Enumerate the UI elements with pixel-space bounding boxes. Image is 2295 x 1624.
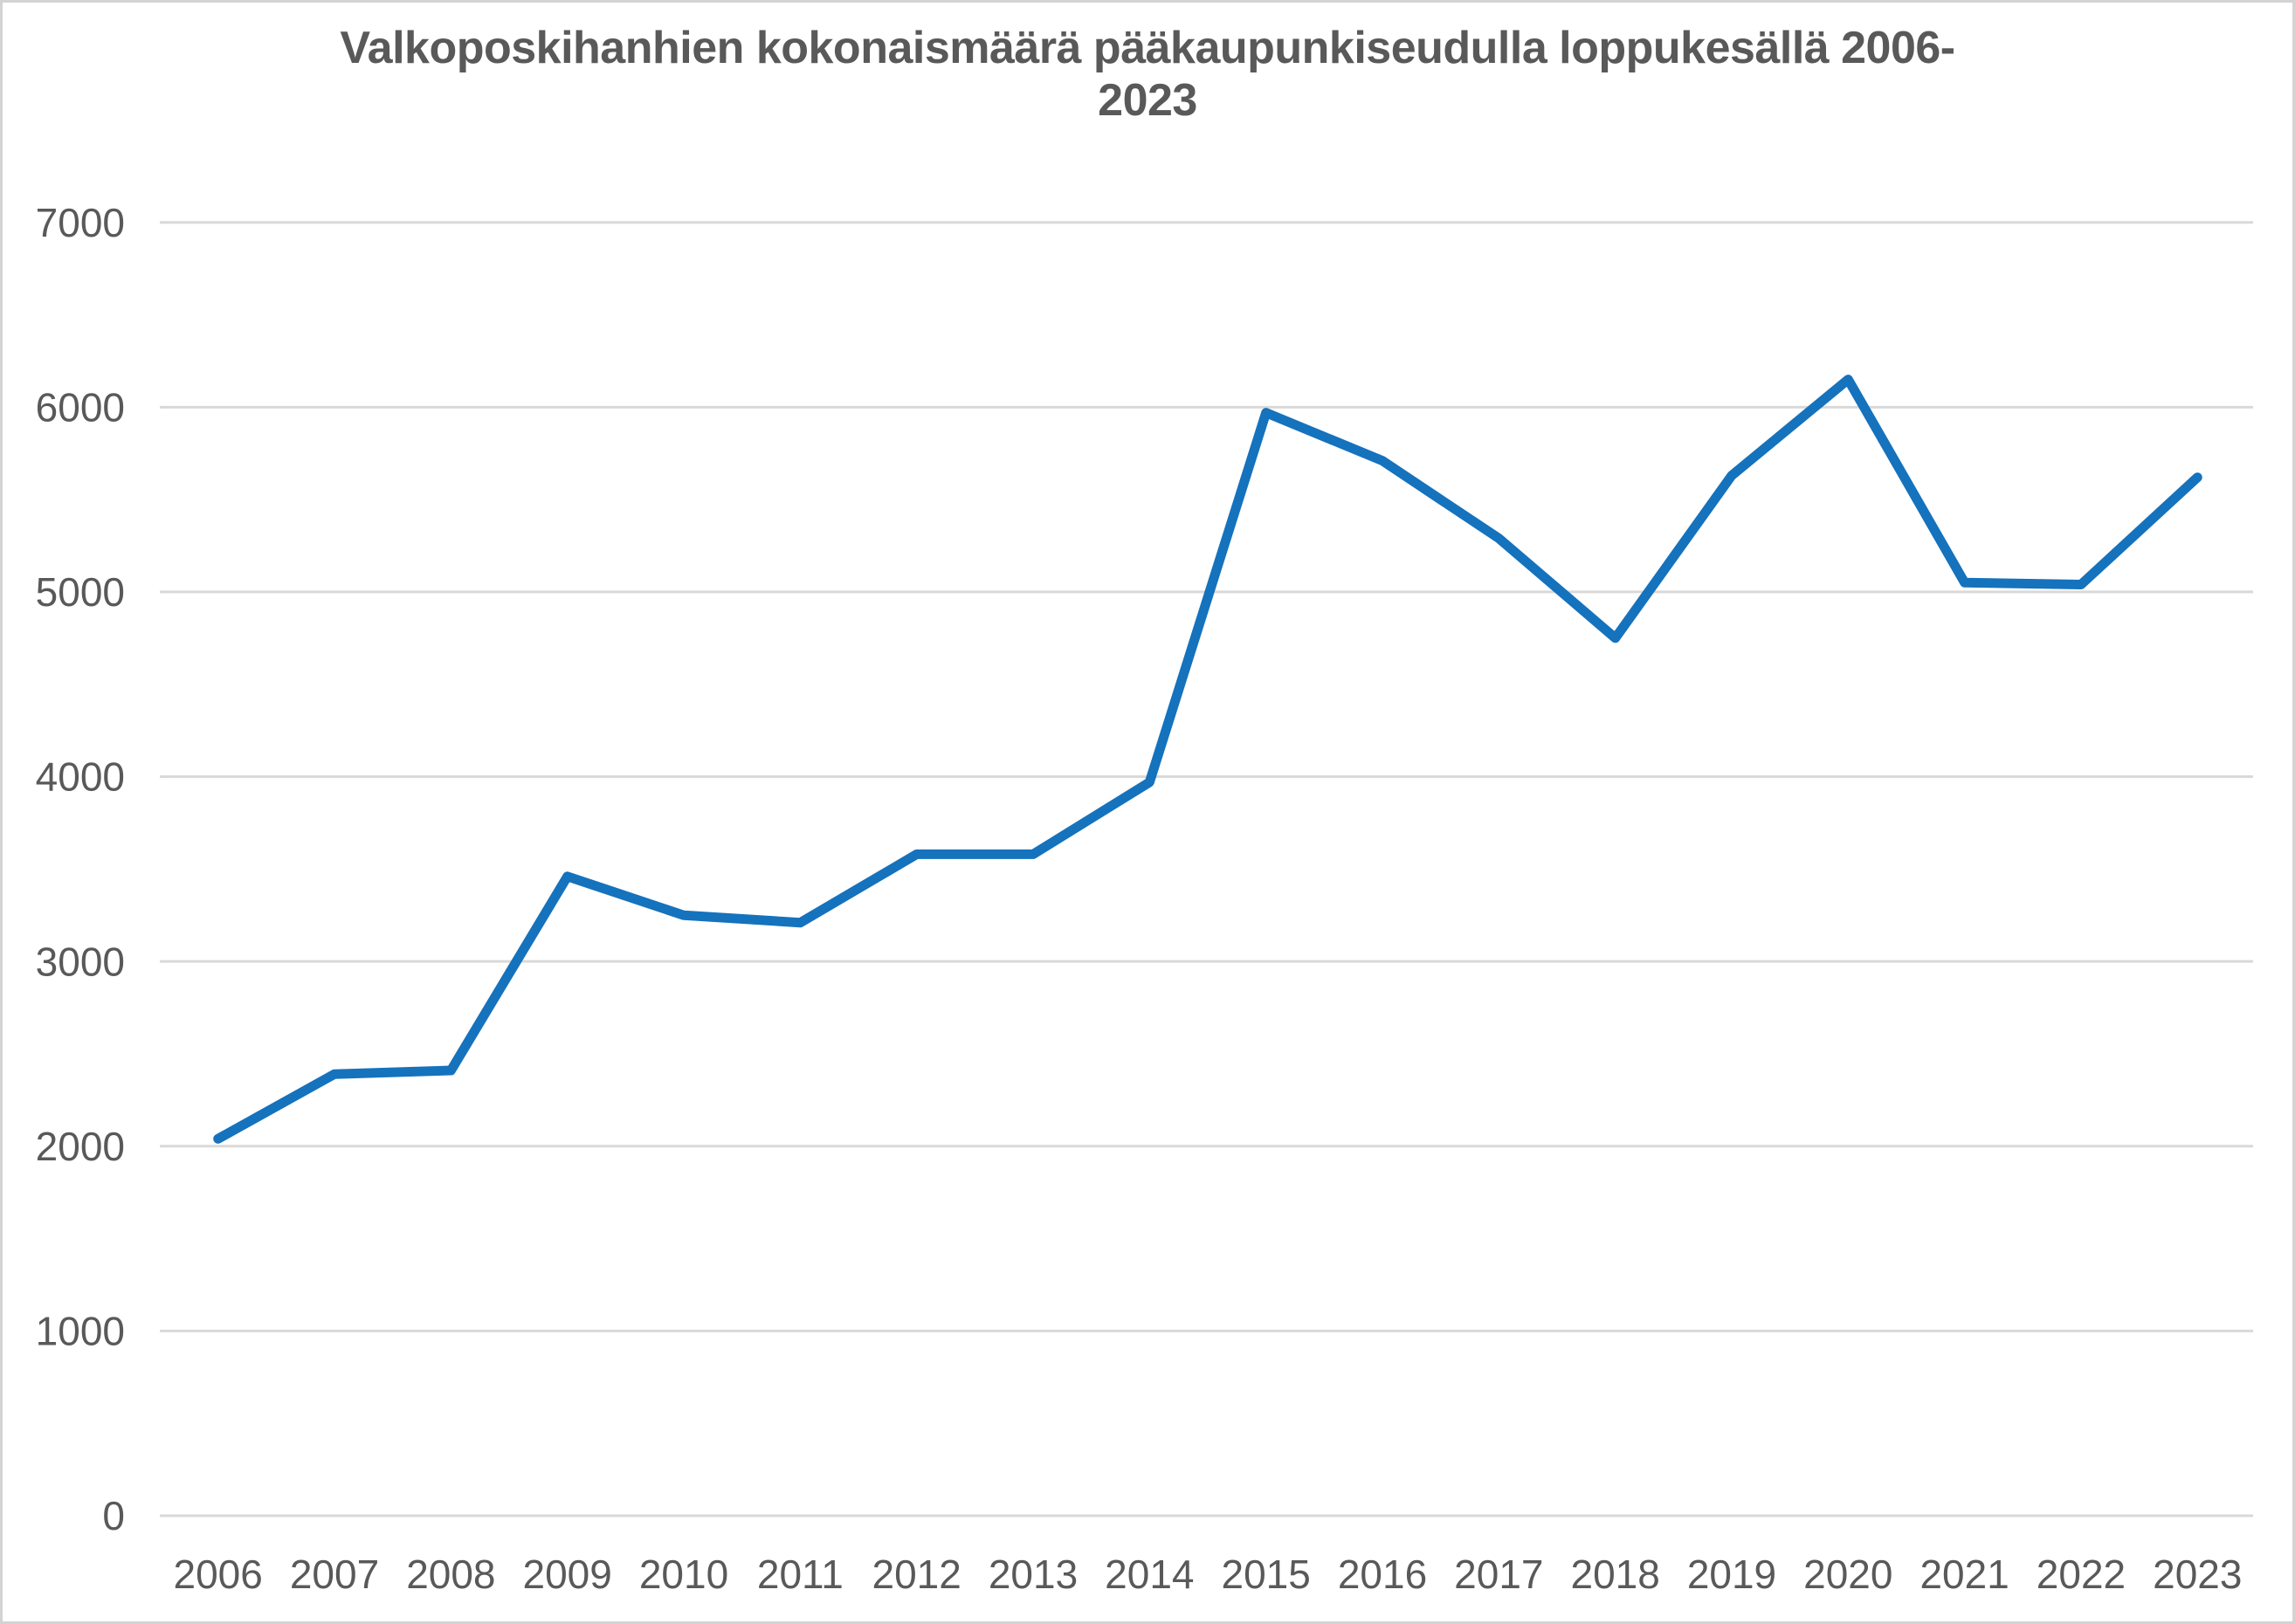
x-axis-tick-label: 2016 (1338, 1552, 1427, 1597)
y-axis-tick-label: 2000 (36, 1124, 125, 1169)
x-axis-tick-label: 2008 (406, 1552, 495, 1597)
x-axis-tick-label: 2014 (1105, 1552, 1194, 1597)
x-axis-tick-label: 2017 (1454, 1552, 1543, 1597)
x-axis-tick-label: 2022 (2037, 1552, 2126, 1597)
x-axis-tick-label: 2013 (989, 1552, 1078, 1597)
y-axis-tick-label: 4000 (36, 754, 125, 800)
y-axis-tick-label: 1000 (36, 1308, 125, 1353)
x-axis-tick-label: 2007 (290, 1552, 379, 1597)
chart-title: Valkoposkihanhien kokonaismäärä pääkaupu… (3, 22, 2292, 127)
x-axis-tick-label: 2011 (757, 1552, 844, 1597)
y-axis-tick-label: 3000 (36, 939, 125, 984)
x-axis-tick-label: 2020 (1803, 1552, 1892, 1597)
y-axis-tick-label: 0 (102, 1493, 125, 1538)
y-axis-tick-label: 5000 (36, 569, 125, 615)
x-axis-tick-label: 2021 (1919, 1552, 2009, 1597)
y-axis-tick-label: 6000 (36, 384, 125, 430)
x-axis-tick-label: 2009 (523, 1552, 612, 1597)
x-axis-tick-label: 2015 (1221, 1552, 1310, 1597)
chart-title-line2: 2023 (1098, 75, 1197, 126)
x-axis-tick-label: 2006 (174, 1552, 263, 1597)
x-axis-tick-label: 2023 (2153, 1552, 2242, 1597)
x-axis-tick-label: 2012 (872, 1552, 961, 1597)
x-axis-tick-label: 2019 (1687, 1552, 1776, 1597)
line-chart-canvas: 0 1000 2000 3000 4000 5000 6000 7000 2006 2007 200… (36, 200, 2253, 1597)
chart-title-line1: Valkoposkihanhien kokonaismäärä pääkaupu… (340, 23, 1955, 73)
x-axis-tick-label: 2010 (639, 1552, 728, 1597)
y-axis-tick-label: 7000 (36, 200, 125, 245)
data-line-series (213, 375, 2202, 1144)
x-axis-tick-label: 2018 (1570, 1552, 1659, 1597)
